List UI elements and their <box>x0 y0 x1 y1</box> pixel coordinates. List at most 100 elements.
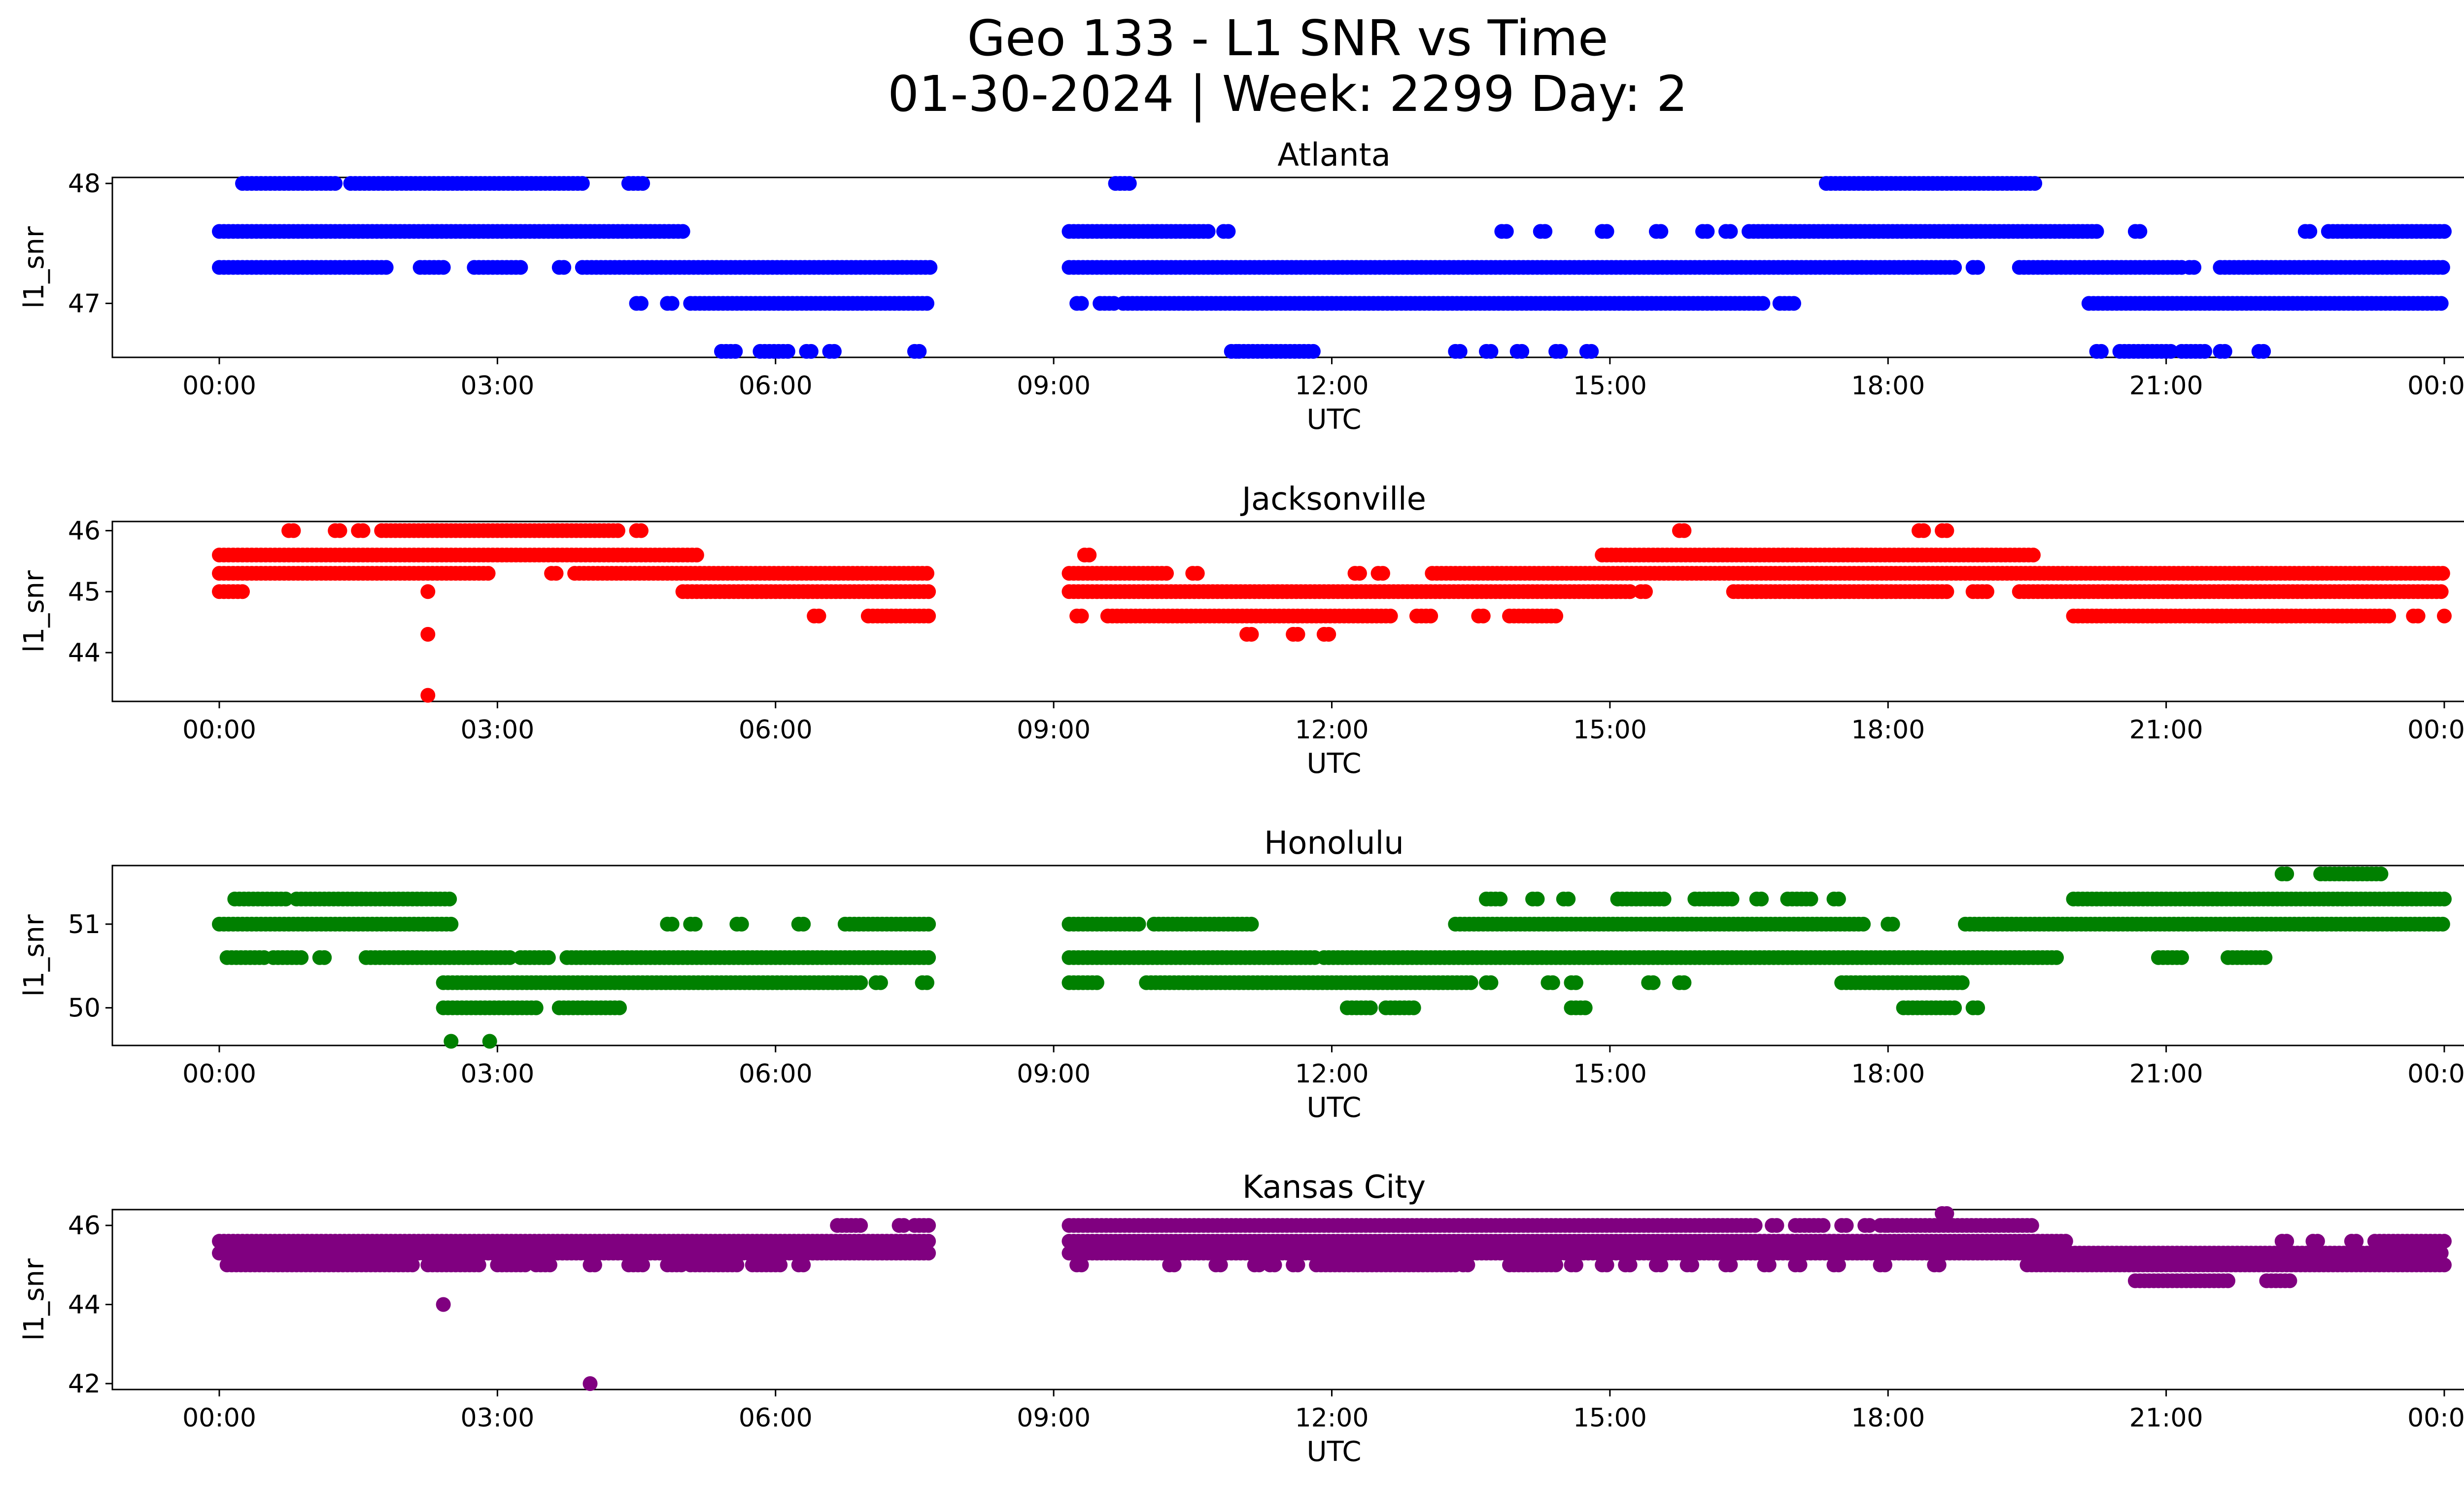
data-point <box>513 260 528 275</box>
data-point <box>1561 891 1576 906</box>
data-point <box>1769 1218 1784 1233</box>
data-point <box>1815 1218 1831 1233</box>
x-tick-label: 15:00 <box>1573 715 1647 745</box>
data-point <box>1548 608 1564 624</box>
data-point <box>2217 344 2232 359</box>
data-point <box>2410 608 2426 624</box>
data-point <box>1460 1257 1475 1273</box>
data-point <box>633 523 649 538</box>
y-tick-label: 45 <box>68 577 101 607</box>
data-point <box>355 523 371 538</box>
data-point <box>796 916 811 932</box>
data-point <box>1677 975 1692 990</box>
data-point <box>2302 224 2318 239</box>
data-point <box>773 1257 788 1273</box>
data-point <box>1244 916 1259 932</box>
data-point <box>1677 523 1692 538</box>
data-point <box>923 260 938 275</box>
data-point <box>826 344 842 359</box>
x-tick-label: 03:00 <box>460 1059 534 1089</box>
data-point <box>317 950 332 965</box>
x-tick-label: 00:00 <box>182 1403 256 1433</box>
x-tick-label: 15:00 <box>1573 1403 1647 1433</box>
x-tick-label: 06:00 <box>739 715 813 745</box>
data-point <box>582 1376 598 1391</box>
data-point <box>1213 1257 1228 1273</box>
data-point <box>1452 344 1468 359</box>
data-point <box>1089 975 1104 990</box>
data-point <box>1568 975 1583 990</box>
x-axis-label: UTC <box>1306 404 1361 436</box>
data-point <box>2132 224 2148 239</box>
x-tick-label: 03:00 <box>460 715 534 745</box>
data-point <box>2435 916 2450 932</box>
x-tick-label: 00:00 <box>2407 371 2464 401</box>
x-tick-label: 12:00 <box>1295 715 1369 745</box>
data-point <box>436 260 451 275</box>
data-point <box>1545 975 1560 990</box>
data-point <box>2089 224 2104 239</box>
x-tick-label: 21:00 <box>2129 715 2203 745</box>
data-point <box>1383 608 1398 624</box>
data-point <box>1267 1257 1282 1273</box>
subplot-title: Kansas City <box>1242 1169 1426 1206</box>
x-tick-label: 00:00 <box>2407 715 2464 745</box>
x-tick-label: 15:00 <box>1573 371 1647 401</box>
x-tick-label: 21:00 <box>2129 371 2203 401</box>
data-point <box>1877 1257 1892 1273</box>
data-point <box>1074 608 1089 624</box>
data-point <box>2433 584 2449 599</box>
data-point <box>610 523 625 538</box>
data-point <box>689 548 704 563</box>
data-point <box>1290 1257 1305 1273</box>
data-point <box>528 1000 544 1015</box>
data-point <box>2381 608 2396 624</box>
data-point <box>729 1257 745 1273</box>
y-tick-label: 48 <box>68 169 101 199</box>
data-point <box>2174 950 2189 965</box>
data-point <box>921 1218 936 1233</box>
x-tick-label: 00:00 <box>2407 1059 2464 1089</box>
data-point <box>480 566 496 581</box>
data-point <box>664 916 680 932</box>
data-point <box>1538 224 1553 239</box>
data-point <box>912 344 927 359</box>
x-tick-label: 09:00 <box>1017 371 1091 401</box>
data-point <box>2435 566 2450 581</box>
data-point <box>587 1257 602 1273</box>
data-point <box>420 688 436 703</box>
data-point <box>1584 344 1599 359</box>
subplot-title: Jacksonville <box>1240 481 1426 518</box>
data-point <box>1831 891 1846 906</box>
data-point <box>2279 866 2294 881</box>
x-tick-label: 09:00 <box>1017 1403 1091 1433</box>
data-point <box>1082 548 1097 563</box>
data-point <box>853 1218 868 1233</box>
data-point <box>444 1034 459 1049</box>
x-tick-label: 06:00 <box>739 1059 813 1089</box>
data-point <box>444 916 459 932</box>
data-point <box>1723 1257 1738 1273</box>
data-point <box>2187 260 2202 275</box>
x-axis-label: UTC <box>1306 1092 1361 1124</box>
data-point <box>378 260 394 275</box>
data-point <box>1839 1218 1854 1233</box>
data-point <box>541 950 556 965</box>
data-point <box>2437 891 2452 906</box>
y-tick-label: 46 <box>68 517 101 546</box>
y-tick-label: 46 <box>68 1211 101 1241</box>
data-point <box>1831 1257 1846 1273</box>
data-point <box>873 975 888 990</box>
data-point <box>1700 224 1715 239</box>
data-point <box>1244 626 1259 642</box>
x-tick-label: 18:00 <box>1851 715 1925 745</box>
data-point <box>1856 916 1871 932</box>
data-point <box>796 1257 811 1273</box>
data-point <box>471 1257 486 1273</box>
data-point <box>1599 1257 1614 1273</box>
